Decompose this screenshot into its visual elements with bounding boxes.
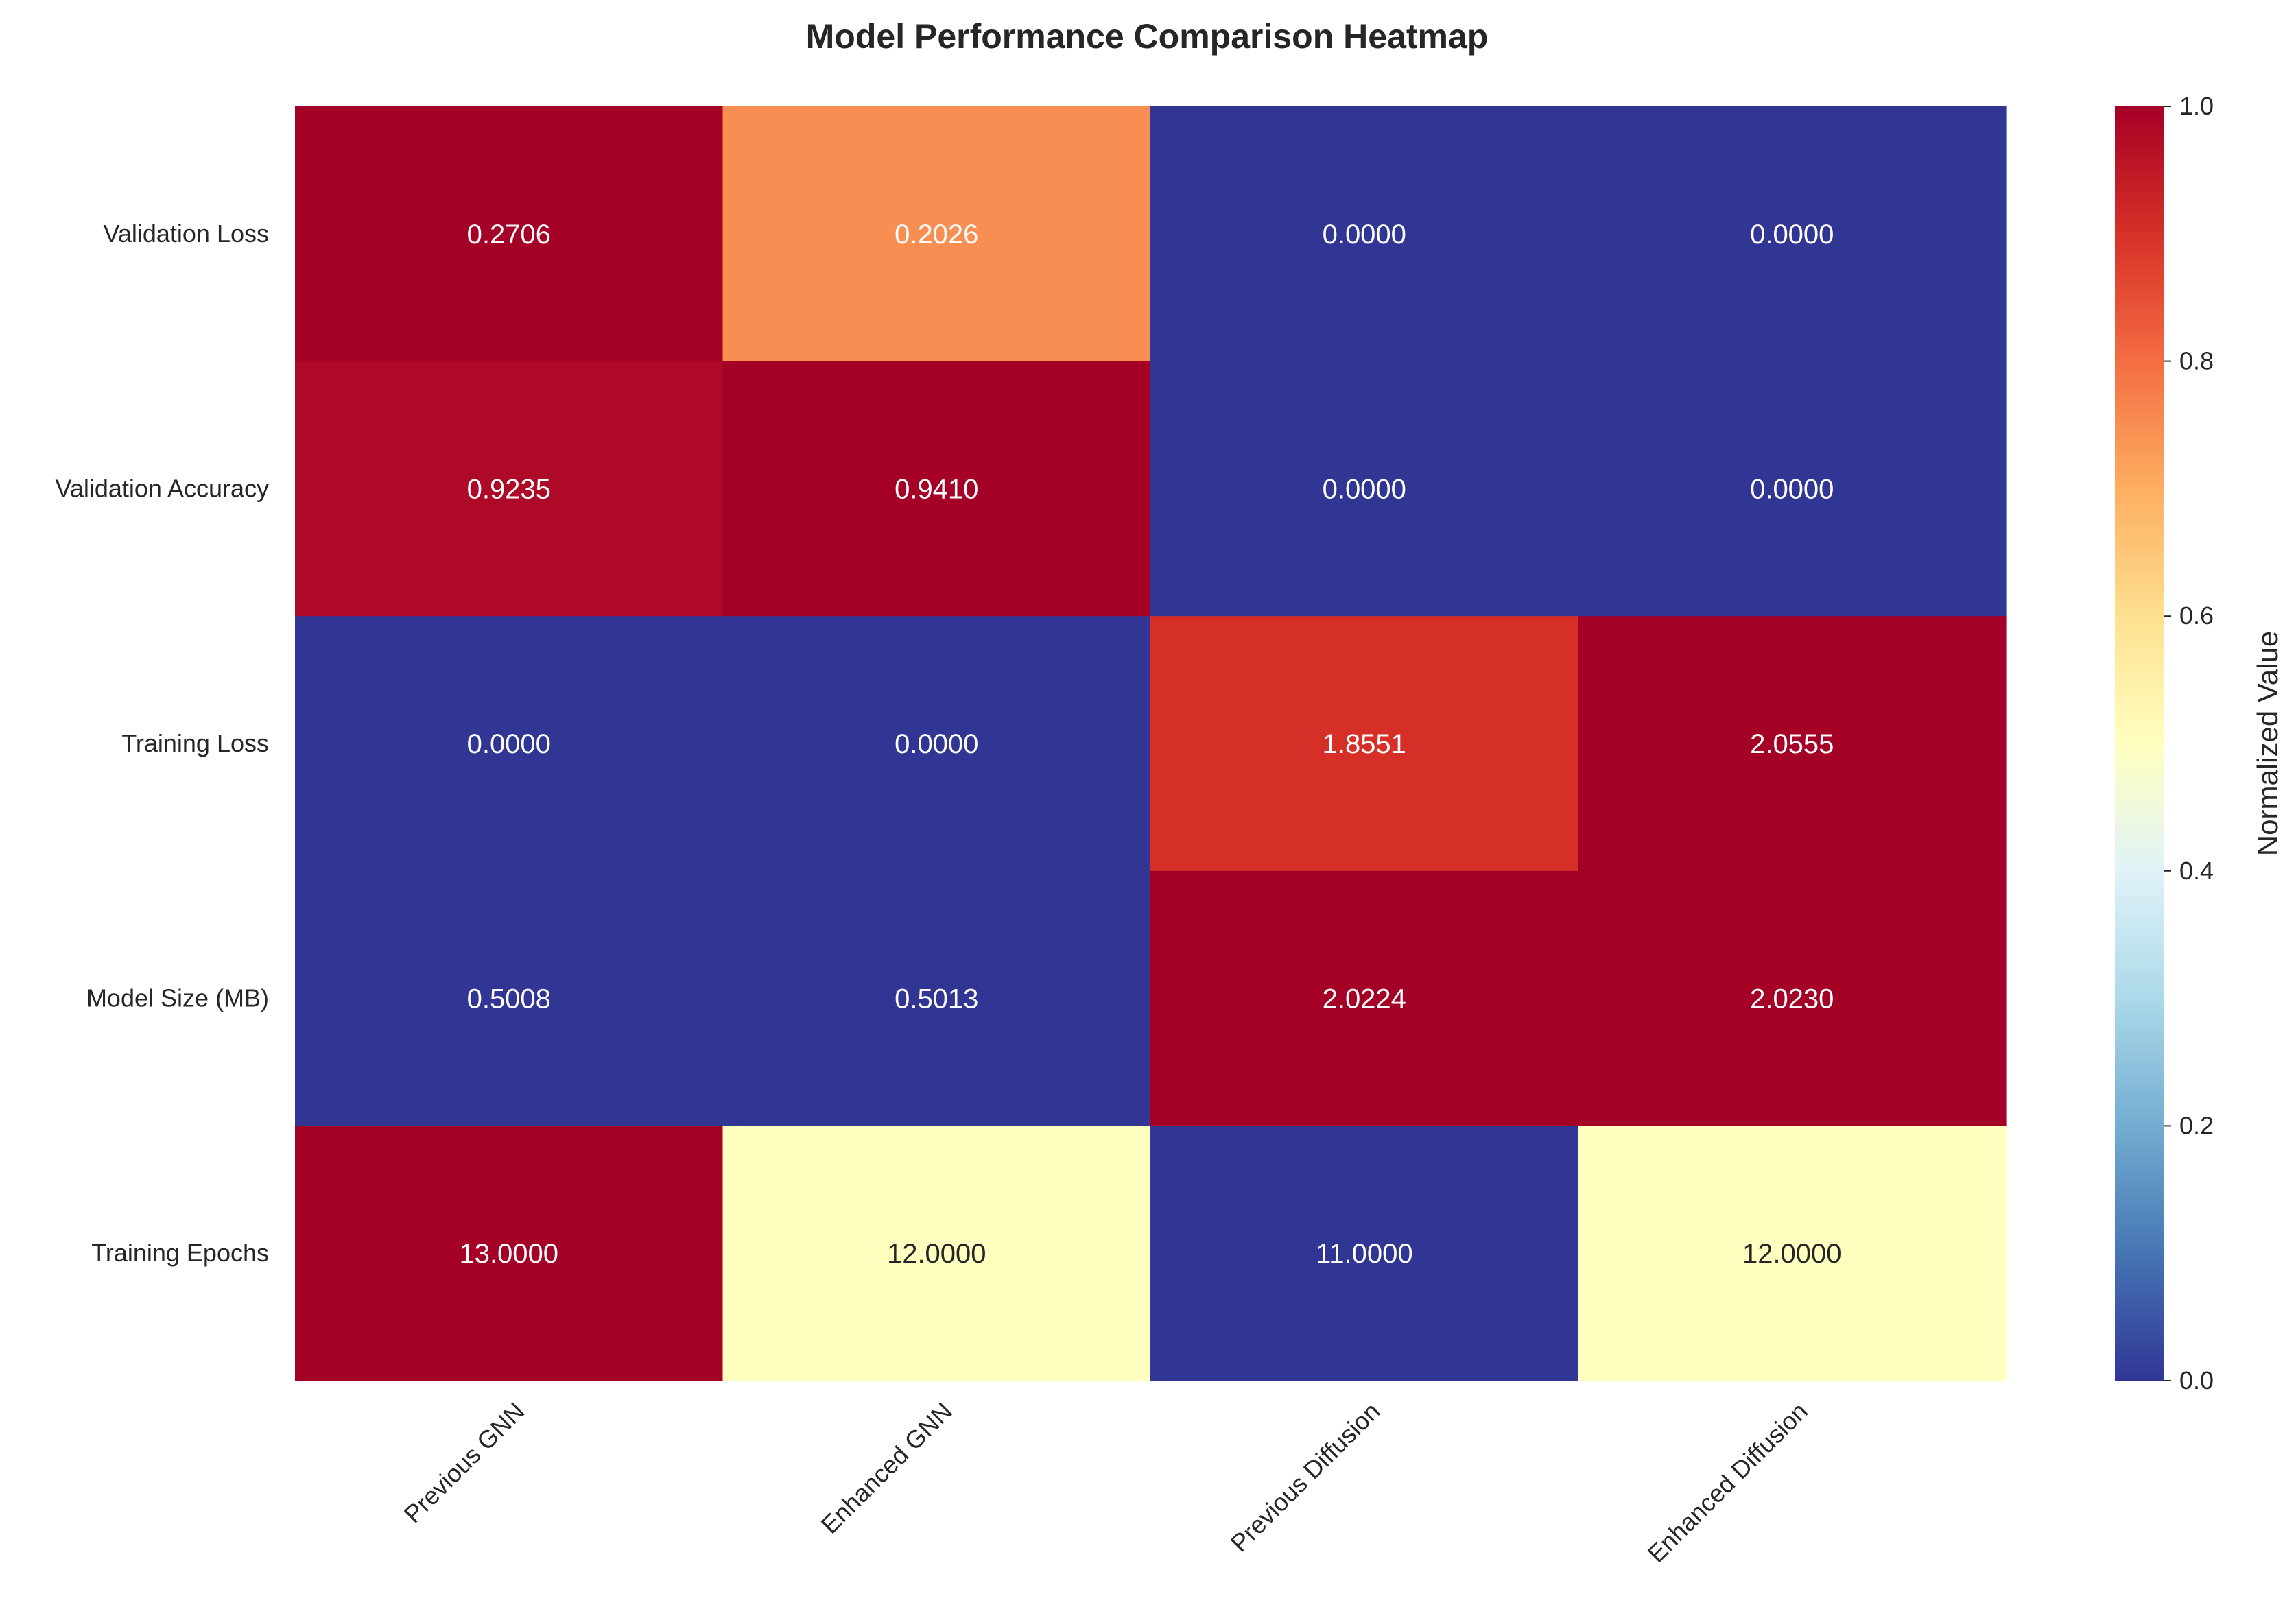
column-label: Enhanced GNN (816, 1397, 958, 1539)
heatmap-cell (1150, 1126, 1579, 1381)
heatmap-cell (722, 1126, 1151, 1381)
heatmap-cell (1578, 361, 2007, 617)
column-label: Enhanced Diffusion (1642, 1397, 1813, 1568)
colorbar-tick-label: 0.6 (2179, 602, 2214, 630)
row-label: Validation Loss (104, 219, 270, 248)
row-labels: Validation Loss Validation Accuracy Traini… (55, 219, 269, 1267)
cell-value-label: 0.9235 (467, 474, 551, 504)
cell-value-label: 0.0000 (1750, 219, 1834, 250)
cell-value-label: 0.5008 (467, 984, 551, 1014)
row-label: Training Loss (121, 729, 269, 757)
cell-value-label: 13.0000 (459, 1239, 558, 1269)
cell-value-label: 2.0224 (1323, 984, 1406, 1014)
column-labels: Previous GNN Enhanced GNN Previous Diffusi… (399, 1397, 1813, 1568)
chart-title: Model Performance Comparison Heatmap (806, 17, 1489, 56)
heatmap-cell (295, 1126, 724, 1381)
colorbar-tick-label: 0.2 (2179, 1111, 2214, 1139)
heatmap-cell (1578, 1126, 2007, 1381)
heatmap-cell (1150, 870, 1579, 1126)
cell-value-label: 0.2026 (895, 219, 978, 250)
cell-value-label: 0.0000 (1323, 474, 1406, 504)
heatmap-cell (722, 616, 1151, 872)
heatmap-cell (1578, 870, 2007, 1126)
colorbar: 0.0 0.2 0.4 0.6 0.8 1.0 (2115, 92, 2214, 1394)
colorbar-tick-label: 1.0 (2179, 92, 2214, 120)
cell-value-label: 0.5013 (895, 984, 978, 1014)
cell-value-label: 0.0000 (1323, 219, 1406, 250)
heatmap-cells: 0.2706 0.2026 0.0000 0.0000 0.9235 0.9410 0.00… (295, 106, 2007, 1381)
cell-value-label: 1.8551 (1323, 729, 1406, 759)
row-label: Model Size (MB) (86, 984, 269, 1012)
heatmap-cell (1578, 616, 2007, 872)
heatmap-cell (722, 870, 1151, 1126)
heatmap-cell (1150, 106, 1579, 362)
heatmap-cell (722, 361, 1151, 617)
heatmap-cell (1150, 616, 1579, 872)
column-label: Previous GNN (399, 1397, 530, 1529)
heatmap-cell (1150, 361, 1579, 617)
cell-value-label: 12.0000 (887, 1239, 986, 1269)
heatmap-cell (295, 870, 724, 1126)
heatmap-cell (722, 106, 1151, 362)
column-label: Previous Diffusion (1225, 1397, 1386, 1558)
cell-value-label: 0.0000 (467, 729, 551, 759)
row-label: Training Epochs (91, 1239, 269, 1267)
cell-value-label: 0.0000 (895, 729, 978, 759)
cell-value-label: 12.0000 (1742, 1239, 1842, 1269)
cell-value-label: 0.0000 (1750, 474, 1834, 504)
colorbar-tick-label: 0.0 (2179, 1366, 2214, 1394)
cell-value-label: 2.0230 (1750, 984, 1834, 1014)
cell-value-label: 2.0555 (1750, 729, 1834, 759)
heatmap-cell (295, 361, 724, 617)
cell-value-label: 0.9410 (895, 474, 978, 504)
row-label: Validation Accuracy (55, 474, 269, 502)
cell-value-label: 0.2706 (467, 219, 551, 250)
colorbar-label: Normalized Value (2251, 631, 2284, 856)
cell-value-label: 11.0000 (1316, 1239, 1413, 1269)
heatmap-cell (295, 106, 724, 362)
colorbar-gradient (2115, 106, 2164, 1381)
colorbar-tick-label: 0.8 (2179, 347, 2214, 375)
heatmap-cell (295, 616, 724, 872)
heatmap-cell (1578, 106, 2007, 362)
colorbar-tick-label: 0.4 (2179, 857, 2214, 885)
